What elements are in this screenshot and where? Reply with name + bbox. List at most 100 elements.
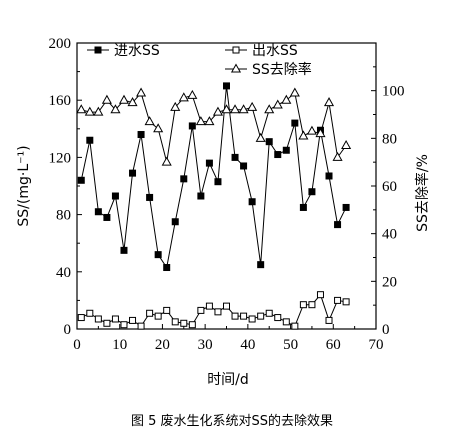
series-layer [76, 82, 352, 330]
x-tick-label: 50 [283, 337, 298, 353]
data-point [342, 298, 350, 306]
data-point [187, 89, 198, 99]
data-point [289, 87, 300, 97]
data-point [223, 302, 230, 310]
data-point [248, 315, 256, 323]
data-point [110, 104, 121, 114]
series-2 [77, 291, 350, 330]
data-point [274, 151, 282, 159]
series-3 [76, 87, 352, 166]
data-point [325, 316, 333, 324]
data-point [76, 104, 87, 114]
data-point [240, 162, 248, 170]
data-point [231, 312, 239, 320]
data-point [221, 104, 232, 114]
data-point [111, 192, 119, 200]
legend-marker [230, 63, 242, 73]
data-point [154, 312, 162, 320]
x-axis-ticks: 0 10 20 30 40 50 60 70 [73, 324, 384, 353]
y-tick-label: 80 [56, 208, 71, 224]
data-point [136, 87, 147, 97]
legend-label: 进水SS [114, 43, 160, 59]
y2-tick-label: 100 [382, 84, 405, 100]
data-point [334, 221, 342, 229]
data-point [299, 203, 307, 211]
data-point [214, 308, 222, 316]
data-point [323, 97, 335, 107]
y-tick-label: 160 [49, 93, 72, 109]
x-tick-label: 30 [198, 337, 213, 353]
data-point [93, 106, 104, 116]
data-point [137, 131, 145, 139]
data-point [308, 301, 316, 309]
x-axis-label: 时间/d [207, 372, 249, 388]
data-point [94, 315, 102, 323]
data-point [197, 192, 205, 200]
data-point [264, 104, 275, 114]
data-point [188, 122, 196, 130]
data-point [205, 159, 213, 167]
y2-axis-label: SS去除率/% [414, 154, 431, 232]
data-point [103, 213, 111, 221]
data-point [170, 101, 181, 111]
data-point [265, 309, 273, 317]
data-point [154, 251, 162, 259]
data-point [204, 116, 215, 126]
data-point [212, 106, 224, 116]
data-point [163, 306, 171, 314]
data-point [120, 246, 128, 254]
data-point [144, 116, 155, 126]
data-point [282, 146, 290, 154]
y2-tick-label: 40 [382, 227, 397, 243]
data-point [315, 128, 326, 138]
data-point [171, 218, 179, 226]
x-tick-label: 10 [112, 337, 127, 353]
data-point [240, 312, 248, 320]
data-point [298, 130, 309, 140]
data-point [334, 296, 342, 304]
x-tick-label: 20 [155, 337, 170, 353]
data-point [111, 315, 119, 323]
y-axis-ticks: 0 40 80 120 160 200 [49, 36, 82, 338]
data-point [103, 319, 111, 327]
data-point [247, 101, 258, 111]
data-point [84, 106, 95, 116]
x-tick-label: 0 [73, 337, 81, 353]
data-point [316, 291, 324, 299]
data-point [332, 151, 343, 161]
data-point [129, 316, 137, 324]
y2-axis-ticks: 0 20 40 60 80 100 [371, 66, 405, 338]
x-tick-label: 40 [240, 337, 255, 353]
data-point [223, 82, 230, 90]
data-point [197, 306, 205, 314]
x-tick-label: 70 [369, 337, 384, 353]
data-point [77, 176, 85, 184]
y2-tick-label: 20 [382, 274, 397, 290]
data-point [238, 104, 249, 114]
legend-label: 出水SS [252, 43, 298, 59]
y-tick-label: 200 [49, 36, 72, 52]
data-point [306, 125, 317, 135]
legend-entry: 出水SS [225, 43, 298, 59]
data-point [163, 264, 171, 272]
legend: 进水SS 出水SS SS去除率 [87, 43, 312, 78]
data-point [146, 193, 154, 201]
figure-caption: 图 5 废水生化系统对SS的去除效果 [130, 414, 334, 429]
legend-entry: 进水SS [87, 43, 160, 59]
data-point [248, 198, 256, 206]
data-point [137, 322, 145, 330]
data-point [180, 175, 188, 183]
data-point [205, 302, 213, 310]
data-point [229, 104, 241, 114]
data-point [274, 314, 282, 322]
x-tick-label: 60 [326, 337, 341, 353]
y-tick-label: 40 [56, 265, 71, 281]
data-point [265, 138, 273, 146]
data-point [291, 119, 299, 127]
legend-label: SS去除率 [252, 61, 312, 78]
data-point [231, 153, 239, 161]
data-point [257, 312, 265, 320]
data-point [188, 321, 196, 329]
data-point [272, 99, 283, 109]
